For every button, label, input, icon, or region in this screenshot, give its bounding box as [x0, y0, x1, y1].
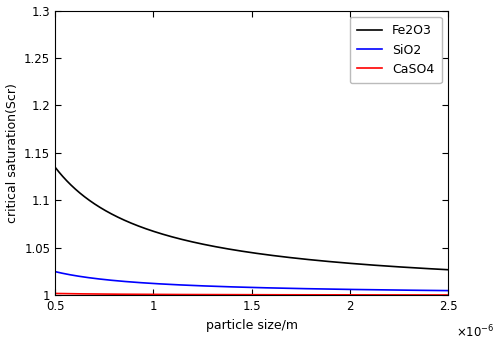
Y-axis label: critical saturation(Scr): critical saturation(Scr)	[6, 83, 18, 223]
SiO2	[243, 285, 249, 289]
Fe2O3	[434, 267, 440, 271]
CaSO4	[233, 293, 239, 297]
CaSO4	[434, 293, 440, 297]
SiO2	[362, 288, 368, 292]
X-axis label: particle size/m: particle size/m	[206, 319, 298, 332]
Fe2O3	[362, 262, 368, 267]
CaSO4	[362, 293, 368, 297]
SiO2	[233, 285, 239, 289]
Fe2O3	[434, 267, 440, 271]
CaSO4	[243, 293, 249, 297]
CaSO4	[72, 292, 78, 296]
Fe2O3	[445, 268, 451, 272]
CaSO4	[434, 293, 440, 297]
SiO2	[72, 273, 78, 278]
Fe2O3	[52, 165, 58, 169]
SiO2	[445, 289, 451, 293]
Fe2O3	[243, 250, 249, 254]
Line: SiO2: SiO2	[55, 272, 448, 291]
Line: Fe2O3: Fe2O3	[55, 167, 448, 270]
CaSO4	[445, 293, 451, 297]
Text: $\times10^{-6}$: $\times10^{-6}$	[456, 324, 494, 341]
CaSO4	[52, 291, 58, 295]
SiO2	[434, 288, 440, 292]
SiO2	[434, 288, 440, 292]
Fe2O3	[72, 187, 78, 191]
Legend: Fe2O3, SiO2, CaSO4: Fe2O3, SiO2, CaSO4	[350, 17, 442, 83]
Fe2O3	[233, 248, 239, 252]
Line: CaSO4: CaSO4	[55, 293, 448, 295]
SiO2	[52, 270, 58, 274]
